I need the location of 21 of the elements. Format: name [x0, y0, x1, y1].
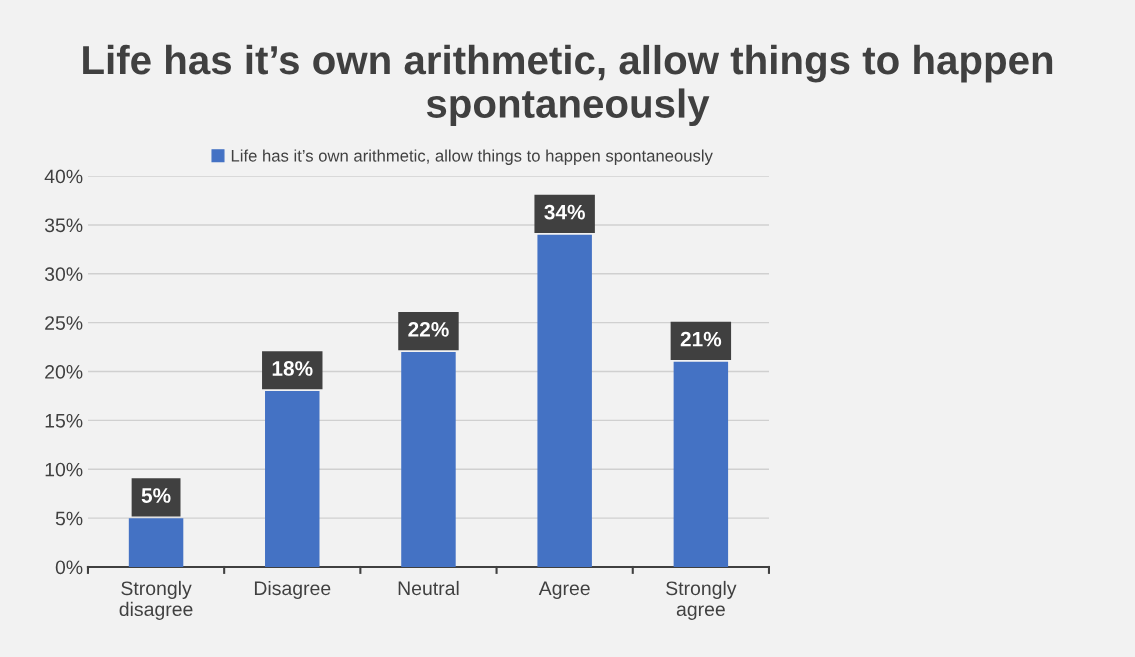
y-tick-label: 25% [45, 316, 83, 330]
legend-label: Life has it’s own arithmetic, allow things to happen spontaneously [231, 149, 713, 165]
x-tick-label: Disagree [254, 580, 331, 600]
data-label: 34% [544, 204, 585, 220]
chart-title: Life has it’s own arithmetic, allow things to happen spontaneously [83, 44, 1053, 126]
y-tick-label: 20% [45, 365, 83, 379]
data-label: 21% [680, 331, 722, 347]
y-tick-label: 40% [44, 169, 83, 184]
y-tick-label: 35% [44, 218, 83, 233]
y-tick-label: 5% [55, 511, 83, 526]
y-tick-label: 0% [55, 560, 83, 575]
x-tick-label: Neutral [398, 580, 459, 596]
y-tick-label: 10% [45, 462, 83, 477]
y-tick-label: 30% [44, 267, 83, 282]
data-label: 5% [141, 488, 171, 503]
x-tick-label: Agree [538, 581, 590, 600]
y-tick-label: 15% [45, 413, 83, 428]
x-tick-label: Strongly disagree [119, 580, 193, 620]
data-label: 18% [272, 361, 313, 376]
x-tick-label: Strongly agree [666, 580, 737, 620]
data-label: 22% [408, 322, 449, 337]
